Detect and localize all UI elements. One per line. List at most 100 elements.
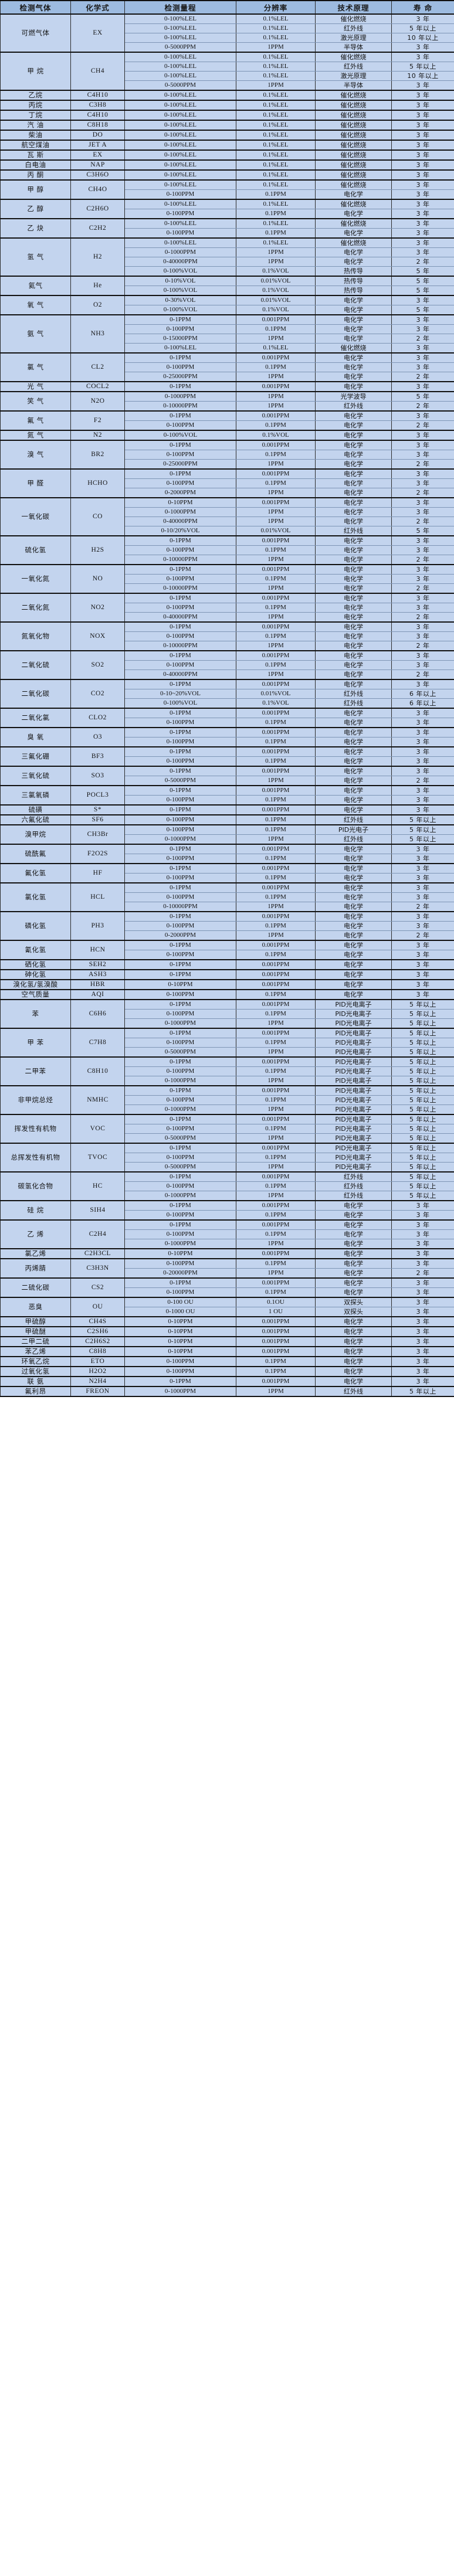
cell-range: 0-20000PPM [124,1268,236,1279]
cell-lifetime: 3 年 [391,80,454,91]
column-header-gas: 检测气体 [0,0,71,15]
cell-range: 0-100PPM [124,1210,236,1221]
cell-technology: 电化学 [315,718,392,728]
cell-lifetime: 3 年 [391,140,454,151]
cell-lifetime: 2 年 [391,257,454,267]
cell-range: 0-100PPM [124,324,236,334]
cell-resolution: 0.1PPM [236,478,316,488]
cell-technology: 电化学 [315,959,392,970]
cell-technology: 电化学 [315,209,392,219]
cell-formula: HCN [70,940,125,960]
cell-lifetime: 5 年 [391,526,454,536]
cell-range: 0-1PPM [124,804,236,815]
table-row: 0-100PPM 0.1PPM PID光电离子 5 年以上 [1,1066,454,1076]
cell-resolution: 1PPM [236,507,316,517]
cell-resolution: 0.001PPM [236,940,316,950]
cell-resolution: 1PPM [236,80,316,91]
cell-technology: 电化学 [315,940,392,950]
cell-formula: FREON [70,1386,125,1397]
cell-range: 0-1PPM [124,1056,236,1067]
cell-lifetime: 5 年以上 [391,1076,454,1086]
cell-lifetime: 5 年以上 [391,1018,454,1029]
cell-lifetime: 3 年 [391,247,454,257]
cell-technology: 红外线 [315,1386,392,1397]
cell-formula: TVOC [70,1143,125,1173]
cell-range: 0-5000PPM [124,1133,236,1144]
cell-resolution: 0.1%LEL [236,90,316,101]
cell-formula: C3H3N [70,1258,125,1279]
cell-formula: CO [70,497,125,536]
table-row: 0-100PPM 0.1PPM PID光电离子 5 年以上 [1,1038,454,1048]
cell-lifetime: 3 年 [391,1258,454,1269]
cell-technology: 催化燃烧 [315,159,392,171]
cell-technology: 电化学 [315,583,392,594]
cell-range: 0-10000PPM [124,583,236,594]
cell-technology: 电化学 [315,228,392,239]
cell-gas-name: 溴甲烷 [0,824,71,845]
cell-technology: PID光电离子 [315,1076,392,1086]
cell-technology: 电化学 [315,497,392,508]
cell-formula: VOC [70,1114,125,1144]
cell-formula: O3 [70,727,125,747]
cell-range: 0-1000PPM [124,1191,236,1201]
cell-lifetime: 5 年以上 [391,1038,454,1048]
cell-lifetime: 3 年 [391,149,454,161]
cell-formula: POCL3 [70,785,125,806]
cell-resolution: 0.1%LEL [236,199,316,209]
table-row: 二氧化硫 SO2 0-1PPM 0.001PPM 电化学 3 年 [0,650,454,680]
cell-resolution: 1PPM [236,401,316,412]
cell-technology: 红外线 [315,1181,392,1191]
cell-range: 0-100%LEL [124,13,236,24]
cell-lifetime: 3 年 [391,1297,454,1307]
table-row: 0-100PPM 0.1PPM PID光电离子 5 年以上 [1,1095,454,1105]
cell-technology: 光学波导 [315,391,392,402]
cell-lifetime: 3 年 [391,1366,454,1377]
table-row: 丁烷 C4H10 0-100%LEL 0.1%LEL 催化燃烧 3 年 [0,110,454,121]
cell-lifetime: 3 年 [391,189,454,200]
cell-resolution: 0.1PPM [236,1356,316,1367]
table-row: 氟化氢 HF 0-1PPM 0.001PPM 电化学 3 年 [0,863,454,883]
cell-technology: 电化学 [315,844,392,854]
cell-resolution: 0.001PPM [236,727,316,738]
cell-technology: 电化学 [315,641,392,651]
cell-range: 0-100PPM [124,1258,236,1269]
cell-range: 0-1PPM [124,844,236,854]
cell-resolution: 0.001PPM [236,1171,316,1182]
cell-range: 0-100PPM [124,814,236,825]
cell-technology: 电化学 [315,430,392,441]
cell-range: 0-1PPM [124,564,236,575]
cell-range: 0-10PPM [124,1248,236,1259]
cell-resolution: 0.1PPM [236,228,316,239]
cell-technology: 电化学 [315,785,392,796]
cell-range: 0-100PPM [124,362,236,372]
cell-technology: 电化学 [315,873,392,883]
cell-formula: PH3 [70,911,125,941]
cell-resolution: 0.1PPM [236,362,316,372]
cell-gas-name: 丙 酮 [0,169,71,181]
cell-resolution: 0.001PPM [236,1143,316,1153]
cell-lifetime: 10 年以上 [391,33,454,43]
cell-gas-name: 甲 醇 [0,179,71,200]
cell-resolution: 0.1%LEL [236,169,316,181]
cell-gas-name: 臭 氧 [0,727,71,747]
cell-technology: PID光电离子 [315,1047,392,1058]
cell-range: 0-1PPM [124,1114,236,1124]
cell-technology: 电化学 [315,902,392,912]
cell-range: 0-1PPM [124,535,236,546]
table-row: 0-2000PPM 1PPM 电化学 2 年 [1,488,454,498]
table-row: 甲硫醚 C2SH6 0-10PPM 0.001PPM 电化学 3 年 [0,1326,454,1337]
cell-resolution: 1PPM [236,257,316,267]
table-row: 苯乙烯 C8H8 0-10PPM 0.001PPM 电化学 3 年 [0,1346,454,1357]
column-header-formula: 化学式 [70,0,125,15]
cell-technology: 电化学 [315,1239,392,1249]
cell-gas-name: 瓦 斯 [0,149,71,161]
cell-gas-name: 过氧化氢 [0,1366,71,1377]
cell-resolution: 0.001PPM [236,804,316,815]
cell-lifetime: 3 年 [391,130,454,141]
cell-resolution: 1PPM [236,902,316,912]
cell-range: 0-100PPM [124,603,236,613]
cell-technology: 电化学 [315,295,392,305]
cell-range: 0-100%VOL [124,698,236,709]
cell-technology: 电化学 [315,863,392,874]
cell-formula: He [70,276,125,296]
